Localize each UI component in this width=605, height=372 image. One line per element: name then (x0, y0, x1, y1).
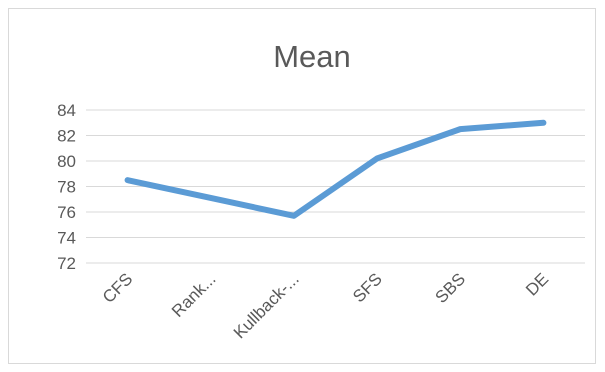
data-point (210, 197, 212, 199)
gridlines (86, 109, 585, 264)
x-tick-label: CFS (99, 269, 136, 306)
x-axis-ticks: CFS Rank... Kullback-... SFS SBS DE (99, 269, 552, 342)
data-point (376, 157, 378, 159)
data-point (293, 215, 295, 217)
data-point (459, 128, 461, 130)
y-tick-label: 72 (57, 254, 76, 273)
series-line (124, 119, 547, 219)
x-tick-label: SFS (349, 269, 386, 306)
y-tick-label: 84 (57, 101, 76, 120)
y-tick-label: 74 (57, 229, 76, 248)
y-tick-label: 82 (57, 127, 76, 146)
y-axis-ticks: 72 74 76 78 80 82 84 (57, 101, 76, 273)
x-tick-label: Rank... (168, 269, 220, 321)
y-tick-label: 76 (57, 203, 76, 222)
data-point (127, 179, 129, 181)
x-tick-label: Kullback-... (230, 269, 303, 342)
chart-title: Mean (273, 39, 351, 74)
x-tick-label: SBS (432, 269, 469, 306)
y-tick-label: 80 (57, 152, 76, 171)
x-tick-label: DE (522, 269, 552, 299)
y-tick-label: 78 (57, 178, 76, 197)
series-group (124, 119, 547, 219)
data-point (542, 122, 544, 124)
